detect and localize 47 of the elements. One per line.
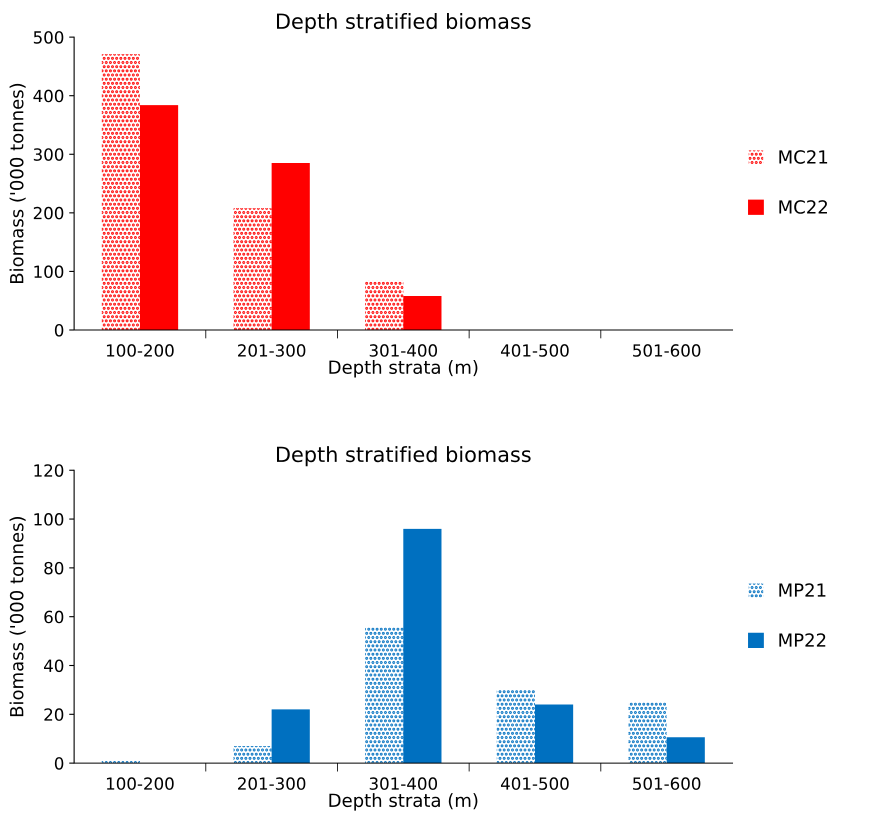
bar xyxy=(140,105,178,330)
y-tick-label: 200 xyxy=(34,206,64,220)
bar xyxy=(403,296,442,330)
y-axis-title: Biomass ('000 tonnes) xyxy=(10,517,26,716)
bar xyxy=(628,702,667,764)
y-axis-title: Biomass ('000 tonnes) xyxy=(10,84,26,284)
x-tick-label: 301-400 xyxy=(370,344,438,357)
y-tick-label: 0 xyxy=(54,757,64,770)
x-tick-label: 301-400 xyxy=(370,777,438,790)
legend-label: MP22 xyxy=(779,633,826,647)
bar xyxy=(403,528,442,764)
x-tick-label: 201-300 xyxy=(238,344,306,357)
y-tick-label: 100 xyxy=(34,513,64,526)
bar xyxy=(272,709,310,764)
y-tick-label: 60 xyxy=(44,610,64,624)
chart-title: Depth stratified biomass xyxy=(276,12,531,34)
legend-label: MC21 xyxy=(779,150,828,164)
bar xyxy=(534,704,574,764)
y-tick-label: 100 xyxy=(34,265,64,278)
x-tick-label: 501-600 xyxy=(633,777,700,790)
y-tick-label: 0 xyxy=(54,324,64,337)
bar xyxy=(365,280,404,330)
bar xyxy=(272,163,310,330)
bar xyxy=(102,54,140,330)
bar xyxy=(233,208,272,330)
bar xyxy=(233,746,272,764)
x-tick-label: 201-300 xyxy=(238,777,306,790)
bar xyxy=(666,737,705,764)
legend-label: MC22 xyxy=(779,200,827,214)
x-axis-title: Depth strata (m) xyxy=(329,793,478,811)
x-tick-label: 100-200 xyxy=(106,777,174,790)
y-tick-label: 80 xyxy=(44,562,64,574)
bar xyxy=(365,626,404,764)
y-tick-label: 40 xyxy=(44,659,64,672)
x-tick-label: 401-500 xyxy=(500,344,569,357)
legend-label: MP21 xyxy=(779,583,826,597)
bar xyxy=(496,690,535,764)
x-axis-title: Depth strata (m) xyxy=(329,360,478,378)
y-tick-label: 120 xyxy=(34,464,64,477)
x-tick-label: 501-600 xyxy=(633,344,700,357)
x-tick-label: 401-500 xyxy=(500,777,569,790)
chart-title: Depth stratified biomass xyxy=(276,446,531,466)
y-tick-label: 500 xyxy=(34,31,64,44)
y-tick-label: 400 xyxy=(33,90,64,102)
y-tick-label: 300 xyxy=(34,148,64,161)
y-tick-label: 20 xyxy=(44,708,64,721)
x-tick-label: 100-200 xyxy=(106,344,174,357)
